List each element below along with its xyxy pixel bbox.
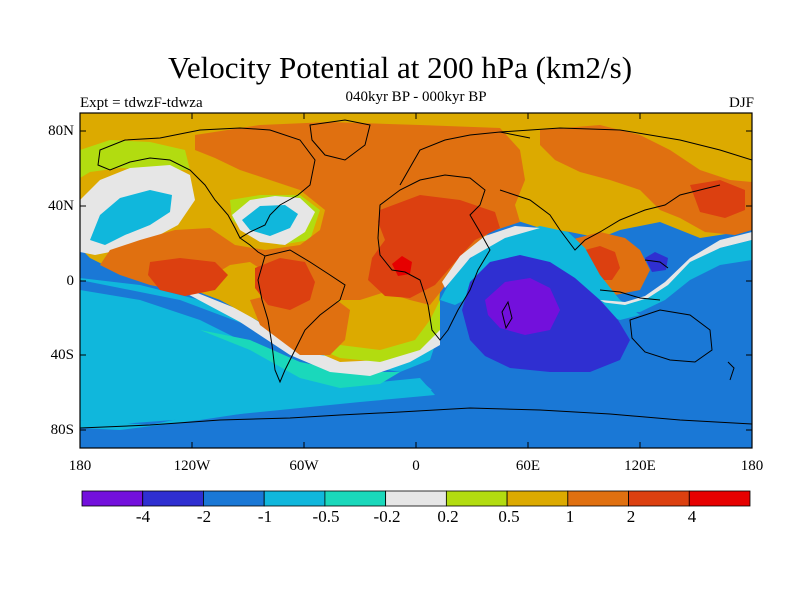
colorbar-swatch — [385, 490, 447, 507]
x-tick-label: 180 — [740, 458, 764, 474]
contour-cyan-westpacific — [600, 240, 752, 312]
colorbar-swatch — [688, 490, 751, 507]
season-label: DJF — [728, 95, 754, 111]
contour-cyan-atlantic — [242, 205, 298, 236]
colorbar-swatch — [263, 490, 326, 507]
contour-gray-band-south — [120, 270, 440, 376]
colorbar-swatch — [81, 490, 144, 507]
colorbar-swatch — [506, 490, 569, 507]
colorbar-label: -2 — [196, 507, 212, 526]
contour-cyan-pacific — [90, 190, 172, 245]
x-tick-label: 120W — [173, 458, 211, 474]
colorbar — [81, 490, 751, 507]
chart-subtitle: 040kyr BP - 000kyr BP — [345, 89, 487, 105]
contour-redorange-pacific — [148, 258, 228, 296]
colorbar-label: -0.2 — [373, 507, 401, 526]
colorbar-swatch — [324, 490, 387, 507]
axis-ticks — [79, 113, 753, 448]
experiment-label: Expt = tdwzF-tdwza — [80, 95, 203, 111]
coastlines — [80, 119, 752, 429]
y-tick-label: 0 — [66, 273, 75, 289]
colorbar-label: 0.2 — [437, 507, 459, 526]
x-tick-label: 60W — [289, 458, 319, 474]
colorbar-label: 0.5 — [498, 507, 520, 526]
colorbar-label: 4 — [687, 507, 697, 526]
y-tick-label: 40N — [48, 198, 74, 214]
contour-green-fringe — [80, 140, 440, 362]
colorbar-label: -4 — [135, 507, 151, 526]
colorbar-swatch — [445, 490, 508, 507]
x-tick-label: 180 — [68, 458, 92, 474]
y-tick-label: 40S — [50, 347, 74, 363]
colorbar-label: 1 — [565, 507, 575, 526]
colorbar-label: -1 — [257, 507, 273, 526]
colorbar-swatch — [567, 490, 629, 507]
contour-redorange-southamerica — [255, 258, 315, 310]
y-tick-label: 80S — [50, 422, 74, 438]
colorbar-swatch — [203, 490, 265, 507]
colorbar-label: -0.5 — [312, 507, 340, 526]
y-tick-label: 80N — [48, 123, 74, 139]
x-tick-label: 60E — [515, 458, 541, 474]
contour-southern-cyan-main — [80, 290, 435, 424]
x-tick-label: 120E — [624, 458, 656, 474]
colorbar-swatch — [142, 490, 204, 507]
colorbar-label: 2 — [626, 507, 636, 526]
colorbar-swatch — [628, 490, 690, 507]
chart-title: Velocity Potential at 200 hPa (km2/s) — [167, 50, 633, 85]
x-tick-label: 0 — [412, 458, 420, 474]
